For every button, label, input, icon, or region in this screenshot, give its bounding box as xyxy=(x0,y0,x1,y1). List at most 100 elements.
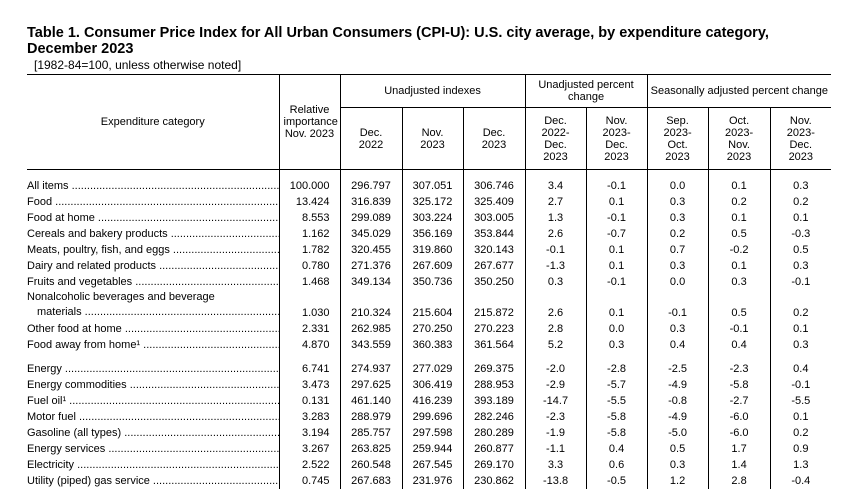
cell: 461.140 xyxy=(339,393,402,409)
cell: 267.683 xyxy=(339,473,402,489)
cell: 5.2 xyxy=(524,337,587,353)
cell: 306.419 xyxy=(401,377,463,393)
cell: 0.5 xyxy=(707,290,771,321)
cell: 0.3 xyxy=(646,210,709,226)
cell: -0.1 xyxy=(585,274,648,290)
cell: -5.0 xyxy=(646,425,709,441)
row-label-line1: Nonalcoholic beverages and beverage xyxy=(27,291,215,303)
cell: -2.8 xyxy=(585,361,648,377)
table-row: Energy services 3.267 263.825 259.944 26… xyxy=(27,441,832,457)
cell: 0.9 xyxy=(769,441,832,457)
cell: 361.564 xyxy=(462,337,526,353)
cell: 0.1 xyxy=(585,290,648,321)
cell: 1.3 xyxy=(524,210,587,226)
cell: 262.985 xyxy=(339,321,402,337)
cell: 267.545 xyxy=(401,457,463,473)
cell: 2.8 xyxy=(524,321,587,337)
cell: 0.0 xyxy=(646,274,709,290)
cell: 297.598 xyxy=(401,425,463,441)
row-label: Energy services xyxy=(27,441,279,457)
cell-importance: 100.000 xyxy=(278,178,340,194)
cell: 215.604 xyxy=(401,290,463,321)
cell: 285.757 xyxy=(339,425,402,441)
cell: 0.4 xyxy=(646,337,709,353)
cell: 0.3 xyxy=(585,337,648,353)
cell: 0.1 xyxy=(585,194,648,210)
cell: -0.3 xyxy=(769,226,832,242)
header-sep23-oct23: Sep. 2023- Oct. 2023 xyxy=(646,107,709,170)
table-row: Meats, poultry, fish, and eggs 1.782 320… xyxy=(27,242,832,258)
table-row: Fuel oil¹ 0.131 461.140 416.239 393.189 … xyxy=(27,393,832,409)
cell-importance: 6.741 xyxy=(278,361,340,377)
row-label: Fuel oil¹ xyxy=(27,393,279,409)
row-label: Fruits and vegetables xyxy=(27,274,279,290)
cell: 360.383 xyxy=(401,337,463,353)
table-row: Fruits and vegetables 1.468 349.134 350.… xyxy=(27,274,832,290)
cell: 349.134 xyxy=(339,274,402,290)
header-nov23-dec23-sa: Nov. 2023- Dec. 2023 xyxy=(769,107,832,170)
cell: 0.3 xyxy=(524,274,587,290)
table-row: Food 13.424 316.839 325.172 325.409 2.7 … xyxy=(27,194,832,210)
cell: 0.1 xyxy=(585,258,648,274)
row-label: All items xyxy=(27,178,279,194)
cell: 0.5 xyxy=(646,441,709,457)
cell: -1.3 xyxy=(524,258,587,274)
cell: 215.872 xyxy=(462,290,526,321)
cell: 2.6 xyxy=(524,290,587,321)
cell-importance: 2.331 xyxy=(278,321,340,337)
cell: 3.4 xyxy=(524,178,587,194)
cell: 277.029 xyxy=(401,361,463,377)
cell: -6.0 xyxy=(707,409,771,425)
cell: 316.839 xyxy=(339,194,402,210)
cell: 280.289 xyxy=(462,425,526,441)
header-unadjusted-indexes: Unadjusted indexes xyxy=(339,74,526,108)
cell: 345.029 xyxy=(339,226,402,242)
cell: 350.250 xyxy=(462,274,526,290)
cell-importance: 8.553 xyxy=(278,210,340,226)
cell: 267.609 xyxy=(401,258,463,274)
cell-importance: 3.473 xyxy=(278,377,340,393)
cell: -2.9 xyxy=(524,377,587,393)
cell: -5.8 xyxy=(585,409,648,425)
cell: 0.5 xyxy=(707,226,771,242)
cell: 1.3 xyxy=(769,457,832,473)
cpi-table: Expenditure category Relative importance… xyxy=(27,74,832,489)
cell: 269.170 xyxy=(462,457,526,473)
table-row: Energy commodities 3.473 297.625 306.419… xyxy=(27,377,832,393)
cell: 288.953 xyxy=(462,377,526,393)
cell: 0.1 xyxy=(769,409,832,425)
header-dec-2022: Dec. 2022 xyxy=(339,107,402,170)
cell: -13.8 xyxy=(524,473,587,489)
cell: 0.1 xyxy=(707,178,771,194)
cell: 0.3 xyxy=(769,337,832,353)
cell: -0.1 xyxy=(707,321,771,337)
cell: -0.5 xyxy=(585,473,648,489)
cell: 0.4 xyxy=(585,441,648,457)
cell: 1.4 xyxy=(707,457,771,473)
cell: 269.375 xyxy=(462,361,526,377)
cell: 271.376 xyxy=(339,258,402,274)
cell-importance: 4.870 xyxy=(278,337,340,353)
header-dec-2023: Dec. 2023 xyxy=(462,107,526,170)
header-seasonally-adjusted-percent-change: Seasonally adjusted percent change xyxy=(646,74,832,108)
cell: 303.224 xyxy=(401,210,463,226)
cell: 0.1 xyxy=(769,210,832,226)
row-label: Electricity xyxy=(27,457,279,473)
cell: 0.3 xyxy=(769,178,832,194)
cell-importance: 0.131 xyxy=(278,393,340,409)
table-row: Nonalcoholic beverages and beverage mate… xyxy=(27,290,832,321)
table-subtitle: [1982-84=100, unless otherwise noted] xyxy=(34,58,242,72)
row-label: Food at home xyxy=(27,210,279,226)
cell: 274.937 xyxy=(339,361,402,377)
cell: 0.2 xyxy=(769,194,832,210)
cell-importance: 3.267 xyxy=(278,441,340,457)
cell: 3.3 xyxy=(524,457,587,473)
cell: 0.3 xyxy=(646,194,709,210)
cell: 0.1 xyxy=(585,242,648,258)
cell: 0.4 xyxy=(707,337,771,353)
row-spacer xyxy=(27,353,832,361)
cell: 325.172 xyxy=(401,194,463,210)
cell: 299.089 xyxy=(339,210,402,226)
cell: -0.1 xyxy=(524,242,587,258)
cell: -5.5 xyxy=(769,393,832,409)
